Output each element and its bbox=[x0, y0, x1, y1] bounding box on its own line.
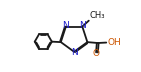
Text: CH₃: CH₃ bbox=[90, 11, 105, 20]
Text: N: N bbox=[79, 21, 86, 30]
Text: N: N bbox=[62, 21, 69, 30]
Text: O: O bbox=[93, 49, 100, 58]
Text: N: N bbox=[71, 48, 78, 57]
Text: OH: OH bbox=[108, 38, 122, 47]
